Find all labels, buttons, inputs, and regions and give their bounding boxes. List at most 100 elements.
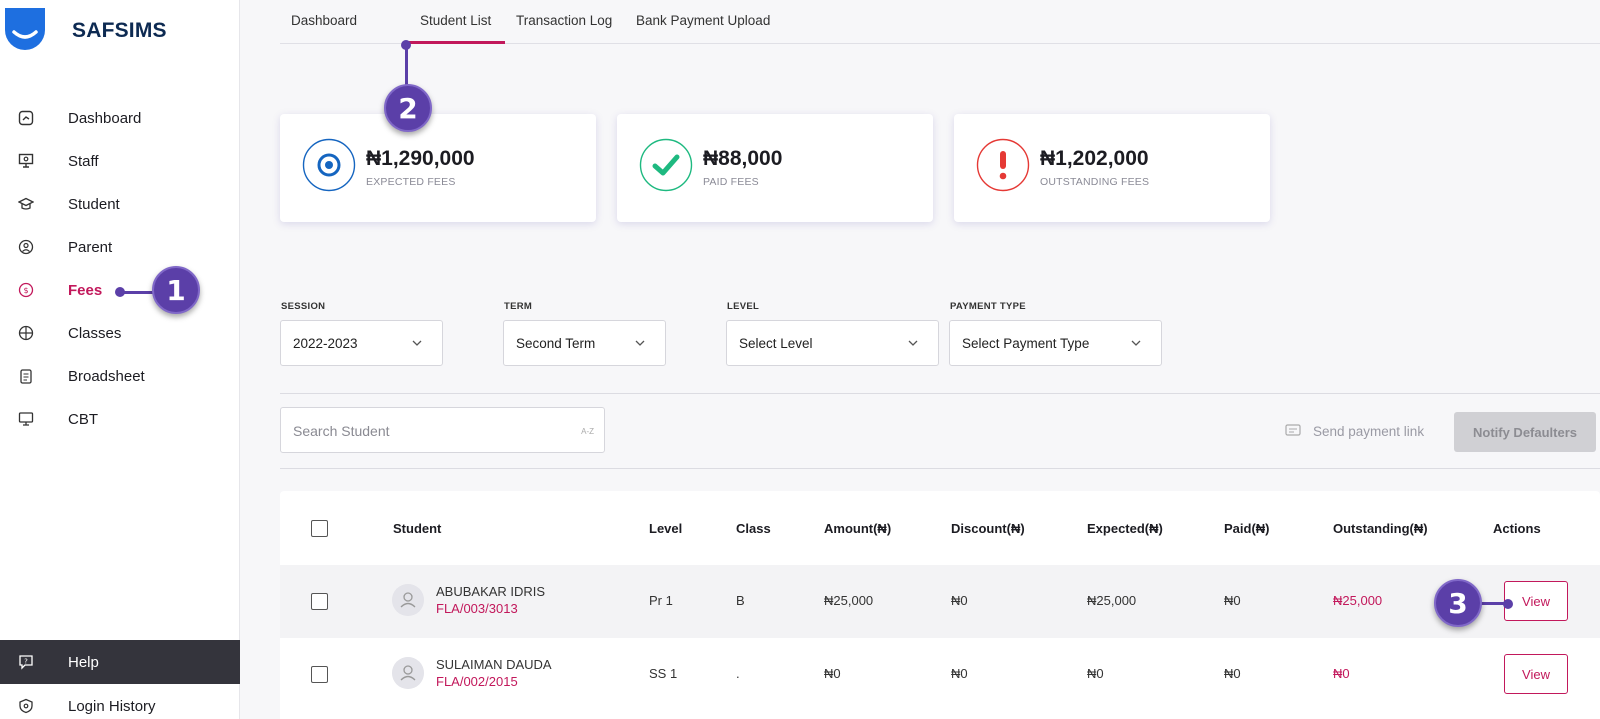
chevron-down-icon bbox=[635, 340, 645, 346]
check-icon bbox=[639, 138, 693, 192]
callout-3-line bbox=[1478, 602, 1506, 605]
avatar-icon bbox=[392, 584, 424, 616]
callout-badge-2: 2 bbox=[384, 84, 432, 132]
outstanding-cell: ₦0 bbox=[1333, 666, 1350, 681]
send-payment-link-button[interactable]: Send payment link bbox=[1285, 422, 1424, 440]
table-row: SULAIMAN DAUDA FLA/002/2015 SS 1 . ₦0 ₦0… bbox=[280, 638, 1600, 711]
search-placeholder: Search Student bbox=[293, 423, 390, 439]
chevron-down-icon bbox=[1131, 340, 1141, 346]
callout-3-dot bbox=[1503, 599, 1513, 609]
cbt-icon bbox=[18, 412, 34, 426]
tab-bar: Dashboard Student List Transaction Log B… bbox=[280, 0, 1600, 44]
main-content: Dashboard Student List Transaction Log B… bbox=[240, 0, 1600, 719]
tab-transaction-log[interactable]: Transaction Log bbox=[516, 13, 613, 28]
fees-icon: $ bbox=[18, 282, 34, 298]
level-value: Select Level bbox=[739, 336, 813, 351]
expected-cell: ₦0 bbox=[1087, 666, 1104, 681]
send-payment-link-label: Send payment link bbox=[1313, 423, 1425, 439]
notify-defaulters-button[interactable]: Notify Defaulters bbox=[1454, 412, 1596, 452]
column-header-amount[interactable]: Amount(₦) bbox=[824, 521, 892, 536]
outstanding-fees-caption: OUTSTANDING FEES bbox=[1040, 176, 1150, 188]
term-value: Second Term bbox=[516, 336, 596, 351]
student-name: SULAIMAN DAUDA bbox=[436, 657, 552, 672]
paid-cell: ₦0 bbox=[1224, 593, 1241, 608]
discount-cell: ₦0 bbox=[951, 666, 968, 681]
sidebar-item-staff[interactable]: Staff bbox=[0, 141, 240, 181]
column-header-student[interactable]: Student bbox=[393, 521, 442, 536]
tab-student-list[interactable]: Student List bbox=[420, 13, 492, 28]
class-cell: . bbox=[736, 666, 740, 681]
sidebar-item-help[interactable]: ? Help bbox=[0, 640, 240, 684]
student-icon bbox=[18, 197, 34, 210]
tab-bank-payment-upload[interactable]: Bank Payment Upload bbox=[636, 13, 771, 28]
column-header-discount[interactable]: Discount(₦) bbox=[951, 521, 1025, 536]
row-checkbox[interactable] bbox=[311, 666, 328, 683]
sidebar-item-label: Help bbox=[68, 653, 99, 671]
tab-dashboard[interactable]: Dashboard bbox=[291, 13, 358, 28]
alert-icon bbox=[976, 138, 1030, 192]
active-tab-indicator bbox=[409, 41, 505, 44]
sidebar-item-login-history[interactable]: Login History bbox=[0, 686, 240, 719]
sidebar-item-dashboard[interactable]: Dashboard bbox=[0, 98, 240, 138]
sidebar-item-label: Parent bbox=[68, 238, 113, 256]
level-select[interactable]: Select Level bbox=[726, 320, 939, 366]
sidebar-item-student[interactable]: Student bbox=[0, 184, 240, 224]
avatar-icon bbox=[392, 657, 424, 689]
sidebar-item-label: Fees bbox=[68, 281, 103, 299]
sidebar-item-classes[interactable]: Classes bbox=[0, 313, 240, 353]
chevron-down-icon bbox=[908, 340, 918, 346]
shield-icon bbox=[19, 698, 33, 714]
view-button[interactable]: View bbox=[1504, 654, 1568, 694]
class-cell: B bbox=[736, 593, 745, 608]
stat-card-outstanding: ₦1,202,000 OUTSTANDING FEES bbox=[954, 114, 1270, 222]
column-header-actions: Actions bbox=[1493, 521, 1541, 536]
svg-text:$: $ bbox=[23, 286, 28, 295]
amount-cell: ₦25,000 bbox=[824, 593, 874, 608]
target-icon bbox=[302, 138, 356, 192]
column-header-paid[interactable]: Paid(₦) bbox=[1224, 521, 1270, 536]
term-select[interactable]: Second Term bbox=[503, 320, 666, 366]
session-select[interactable]: 2022-2023 bbox=[280, 320, 443, 366]
sidebar-item-broadsheet[interactable]: Broadsheet bbox=[0, 356, 240, 396]
broadsheet-icon bbox=[20, 369, 32, 384]
sidebar-item-label: Staff bbox=[68, 152, 99, 170]
term-label: TERM bbox=[504, 301, 533, 312]
sidebar: SAFSIMS Dashboard Staff Student Parent $… bbox=[0, 0, 240, 719]
discount-cell: ₦0 bbox=[951, 593, 968, 608]
help-icon: ? bbox=[19, 655, 33, 670]
column-header-class[interactable]: Class bbox=[736, 521, 771, 536]
session-value: 2022-2023 bbox=[293, 336, 358, 351]
row-checkbox[interactable] bbox=[311, 593, 328, 610]
column-header-level[interactable]: Level bbox=[649, 521, 683, 536]
paid-cell: ₦0 bbox=[1224, 666, 1241, 681]
payment-type-select[interactable]: Select Payment Type bbox=[949, 320, 1162, 366]
search-input[interactable]: Search Student A-Z bbox=[280, 407, 605, 453]
sidebar-item-fees[interactable]: $ Fees bbox=[0, 270, 240, 310]
student-id: FLA/002/2015 bbox=[436, 674, 518, 689]
expected-fees-caption: EXPECTED FEES bbox=[366, 176, 456, 188]
divider bbox=[280, 393, 1600, 394]
student-id: FLA/003/3013 bbox=[436, 601, 518, 616]
parent-icon bbox=[18, 239, 34, 255]
amount-cell: ₦0 bbox=[824, 666, 841, 681]
sidebar-item-label: Dashboard bbox=[68, 109, 142, 127]
column-header-outstanding[interactable]: Outstanding(₦) bbox=[1333, 521, 1428, 536]
expected-fees-amount: ₦1,290,000 bbox=[366, 147, 475, 170]
callout-badge-1: 1 bbox=[152, 266, 200, 314]
level-cell: Pr 1 bbox=[649, 593, 673, 608]
column-header-expected[interactable]: Expected(₦) bbox=[1087, 521, 1163, 536]
callout-2-line bbox=[405, 45, 408, 89]
staff-icon bbox=[18, 153, 34, 168]
divider bbox=[280, 468, 1600, 469]
expected-cell: ₦25,000 bbox=[1087, 593, 1137, 608]
sidebar-item-cbt[interactable]: CBT bbox=[0, 399, 240, 439]
select-all-checkbox[interactable] bbox=[311, 520, 328, 537]
sidebar-item-parent[interactable]: Parent bbox=[0, 227, 240, 267]
student-name: ABUBAKAR IDRIS bbox=[436, 584, 546, 599]
callout-badge-3: 3 bbox=[1434, 579, 1482, 627]
view-button[interactable]: View bbox=[1504, 581, 1568, 621]
sidebar-item-label: Login History bbox=[68, 697, 156, 715]
table-row: ABUBAKAR IDRIS FLA/003/3013 Pr 1 B ₦25,0… bbox=[280, 565, 1600, 638]
dashboard-icon bbox=[18, 110, 34, 126]
